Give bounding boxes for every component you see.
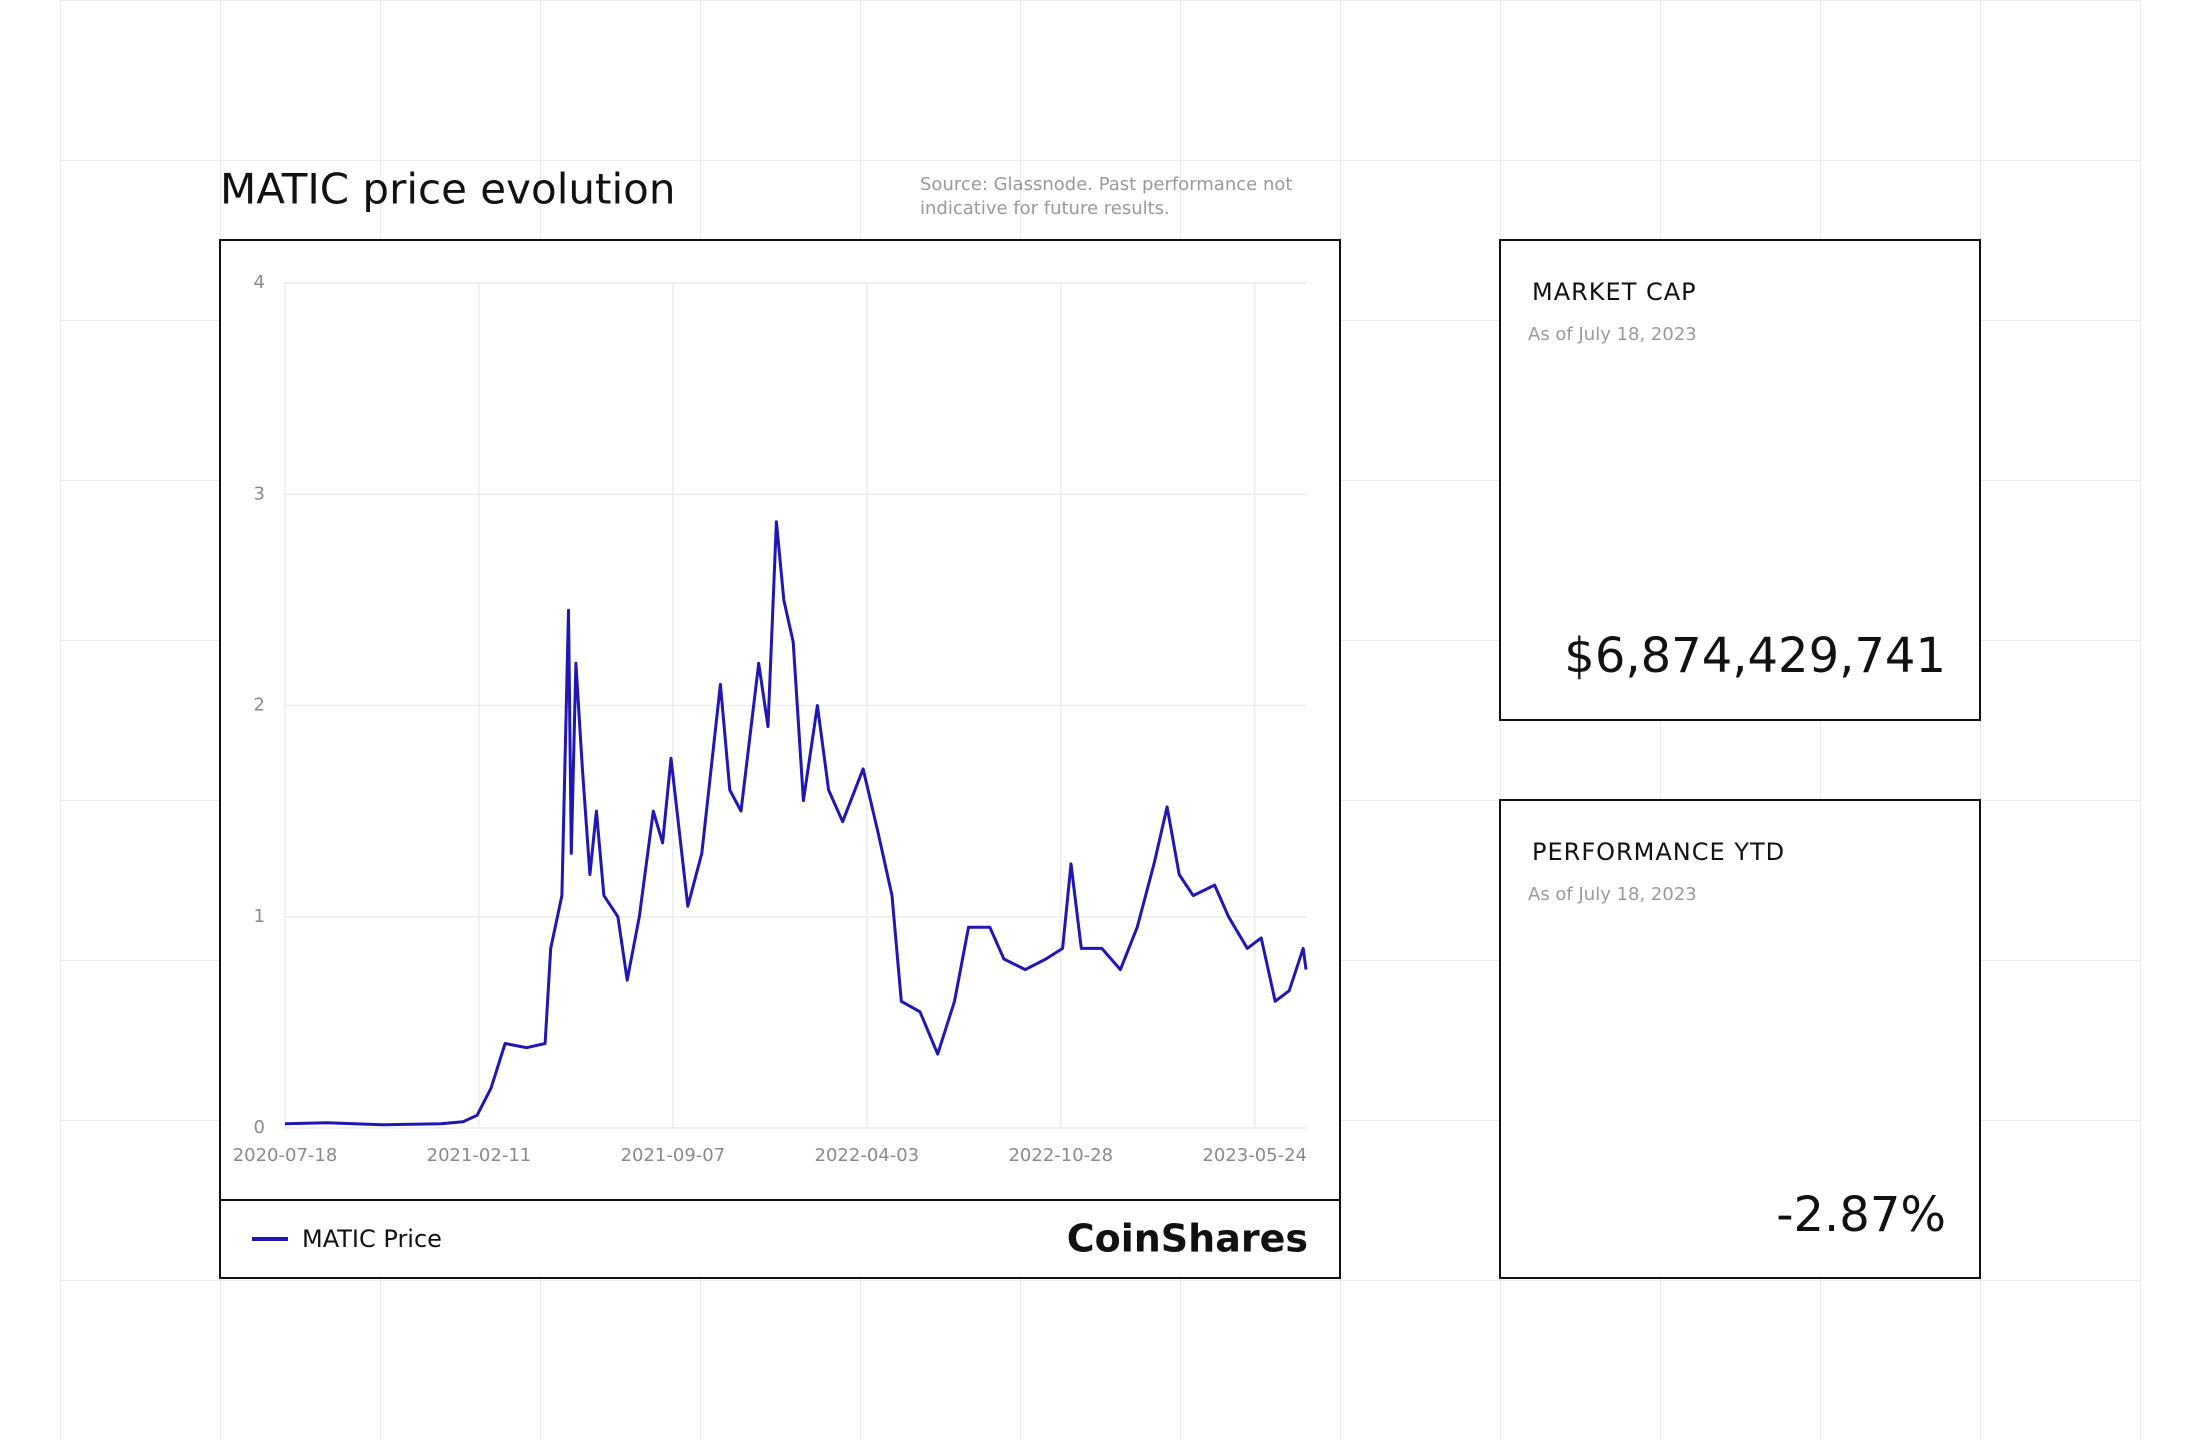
card-date: As of July 18, 2023 xyxy=(1528,884,1697,905)
chart-title: MATIC price evolution xyxy=(220,165,675,214)
card-label: MARKET CAP xyxy=(1532,278,1697,306)
chart-card xyxy=(219,239,1341,1279)
y-tick-label: 3 xyxy=(254,483,265,504)
brand-logo: CoinShares xyxy=(1067,1217,1308,1261)
performance-card xyxy=(1499,799,1981,1279)
price-line xyxy=(284,520,1308,1127)
x-tick-label: 2023-05-24 xyxy=(1202,1145,1307,1166)
x-tick-label: 2021-02-11 xyxy=(427,1145,532,1166)
market-cap-card xyxy=(1499,239,1981,721)
x-tick-label: 2022-10-28 xyxy=(1008,1145,1113,1166)
y-tick-label: 2 xyxy=(254,695,265,716)
y-tick-label: 1 xyxy=(254,906,265,927)
source-note: indicative for future results. xyxy=(920,198,1170,219)
x-tick-label: 2022-04-03 xyxy=(815,1145,920,1166)
margin xyxy=(2141,0,2200,1440)
x-tick-label: 2020-07-18 xyxy=(233,1145,338,1166)
y-tick-label: 0 xyxy=(254,1117,265,1138)
card-date: As of July 18, 2023 xyxy=(1528,324,1697,345)
card-value: $6,874,429,741 xyxy=(1564,628,1946,684)
source-note: Source: Glassnode. Past performance not xyxy=(920,174,1292,195)
margin xyxy=(0,0,60,1440)
x-tick-label: 2021-09-07 xyxy=(621,1145,726,1166)
card-label: PERFORMANCE YTD xyxy=(1532,838,1785,866)
legend-label: MATIC Price xyxy=(302,1225,442,1253)
card-value: -2.87% xyxy=(1776,1187,1946,1243)
y-tick-label: 4 xyxy=(254,272,265,293)
